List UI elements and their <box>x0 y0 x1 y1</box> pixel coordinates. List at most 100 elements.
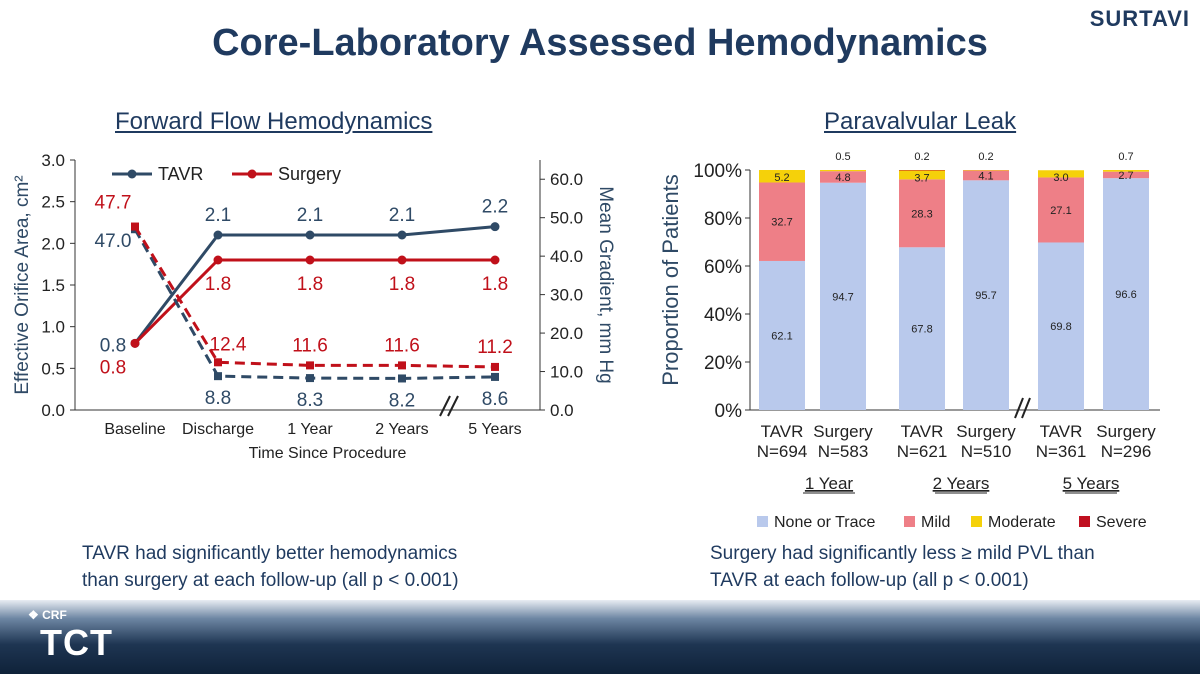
legend-label-0: None or Trace <box>774 514 875 531</box>
bar-segment-mild <box>1038 177 1084 243</box>
surgery-gradient-data-label: 11.6 <box>292 335 328 356</box>
bar-label-none: 67.8 <box>911 324 932 336</box>
right-tick-label: 50.0 <box>550 209 583 228</box>
bar-group-label: TAVR <box>901 422 944 441</box>
left-tick-label: 0.0 <box>41 401 65 420</box>
y-tick-label: 20% <box>704 353 742 374</box>
legend-swatch-3 <box>1079 516 1090 527</box>
right-tick-label: 30.0 <box>550 286 583 305</box>
right-tick-label: 10.0 <box>550 363 583 382</box>
legend-swatch-2 <box>971 516 982 527</box>
legend-label-1: Mild <box>921 514 950 531</box>
surgery-gradient-point <box>214 358 222 367</box>
bar-label-none: 96.6 <box>1115 289 1136 301</box>
surgery-eoa-data-label: 1.8 <box>482 274 508 295</box>
left-chart-title: Forward Flow Hemodynamics <box>115 108 433 135</box>
tavr-gradient-data-label: 8.6 <box>482 389 508 410</box>
right-tick-label: 60.0 <box>550 170 583 189</box>
surgery-eoa-data-label: 1.8 <box>297 274 323 295</box>
bar-label-top: 0.2 <box>914 151 929 163</box>
legend-label-3: Severe <box>1096 514 1147 531</box>
bar-label-none: 95.7 <box>975 290 996 302</box>
bar-group-label: Surgery <box>1096 422 1156 441</box>
bar-n-label: N=510 <box>961 442 1012 461</box>
right-axis-title: Mean Gradient, mm Hg <box>595 186 616 383</box>
left-tick-label: 3.0 <box>41 151 65 170</box>
bar-n-label: N=361 <box>1036 442 1087 461</box>
hemodynamics-line-chart: 0.0 0.5 1.0 1.5 2.0 2.5 3.0 0.0 10.0 20.0 30.0 40.0… <box>12 151 616 462</box>
bar-label-moderate: 3.7 <box>914 172 929 184</box>
surgery-gradient-point <box>306 361 314 370</box>
crf-logo: ❖ CRF <box>28 608 67 622</box>
bar-segment-mild <box>1103 171 1149 179</box>
left-note-line-1: TAVR had significantly better hemodynami… <box>82 543 458 564</box>
surgery-eoa-point <box>397 255 407 265</box>
bar-group-label: Surgery <box>813 422 873 441</box>
slide-title: Core-Laboratory Assessed Hemodynamics <box>212 22 988 64</box>
surgery-gradient-point <box>131 222 139 231</box>
tavr-eoa-point <box>305 230 315 240</box>
tavr-gradient-point <box>214 372 222 381</box>
bar-segment-moderate <box>899 170 945 180</box>
bar-label-mild: 32.7 <box>771 217 792 229</box>
left-tick-label: 1.0 <box>41 318 65 337</box>
tavr-gradient-point <box>491 372 499 381</box>
trial-name: SURTAVI <box>1089 6 1190 31</box>
bar-label-top: 0.2 <box>978 151 993 163</box>
x-tick-label: Baseline <box>104 421 165 438</box>
surgery-eoa-data-label: 1.8 <box>205 274 231 295</box>
x-tick-label: 2 Years <box>375 421 428 438</box>
bar-label-mild: 4.8 <box>835 172 850 184</box>
surgery-eoa-point <box>130 338 140 348</box>
bar-label-none: 62.1 <box>771 330 792 342</box>
axis-break-mark <box>447 395 459 417</box>
tavr-eoa-data-label: 0.8 <box>100 335 126 356</box>
legend-marker-1 <box>247 169 257 179</box>
bar-segment-none <box>899 247 945 410</box>
period-label: 5 Years <box>1063 474 1120 493</box>
tavr-gradient-data-label: 8.8 <box>205 388 231 409</box>
bar-group-label: TAVR <box>1040 422 1083 441</box>
tavr-gradient-data-label: 8.3 <box>297 390 323 411</box>
right-chart-title: Paravalvular Leak <box>824 108 1017 135</box>
axis-break-mark <box>439 395 451 417</box>
surgery-gradient-data-label: 11.6 <box>384 335 420 356</box>
left-axis-title: Effective Orifice Area, cm² <box>12 175 33 394</box>
bar-segment-moderate <box>759 170 805 183</box>
right-note-line-2: TAVR at each follow-up (all p < 0.001) <box>710 570 1029 591</box>
bar-group-label: TAVR <box>761 422 804 441</box>
x-tick-label: 5 Years <box>468 421 521 438</box>
tavr-eoa-data-label: 2.2 <box>482 197 508 218</box>
right-tick-label: 40.0 <box>550 247 583 266</box>
bar-label-mild: 27.1 <box>1050 205 1071 217</box>
legend-swatch-0 <box>757 516 768 527</box>
x-axis-title: Time Since Procedure <box>249 445 407 462</box>
tavr-eoa-data-label: 2.1 <box>297 205 323 226</box>
legend-label-1: Surgery <box>278 164 341 184</box>
x-tick-label: 1 Year <box>287 421 333 438</box>
left-tick-label: 0.5 <box>41 359 65 378</box>
left-tick-label: 1.5 <box>41 276 65 295</box>
bar-label-none: 69.8 <box>1050 321 1071 333</box>
bar-label-top: 0.5 <box>835 151 850 163</box>
bar-segment-mild <box>963 170 1009 181</box>
left-tick-label: 2.0 <box>41 234 65 253</box>
surgery-gradient-data-label: 47.7 <box>95 193 132 214</box>
bar-segment-moderate <box>1103 170 1149 172</box>
left-note-line-2: than surgery at each follow-up (all p < … <box>82 570 459 591</box>
y-axis-title: Proportion of Patients <box>658 174 683 386</box>
tavr-gradient-data-label: 8.2 <box>389 390 415 411</box>
tavr-eoa-data-label: 2.1 <box>389 205 415 226</box>
bar-label-none: 94.7 <box>832 291 853 303</box>
bar-label-top: 0.7 <box>1118 151 1133 163</box>
legend-label-2: Moderate <box>988 514 1056 531</box>
period-label: 2 Years <box>933 474 990 493</box>
tavr-gradient-point <box>306 374 314 383</box>
y-tick-label: 60% <box>704 257 742 278</box>
left-tick-label: 2.5 <box>41 193 65 212</box>
crf-logo-text: CRF <box>42 608 67 622</box>
bar-n-label: N=296 <box>1101 442 1152 461</box>
surgery-eoa-point <box>490 255 500 265</box>
legend-swatch-1 <box>904 516 915 527</box>
surgery-gradient-point <box>491 362 499 371</box>
